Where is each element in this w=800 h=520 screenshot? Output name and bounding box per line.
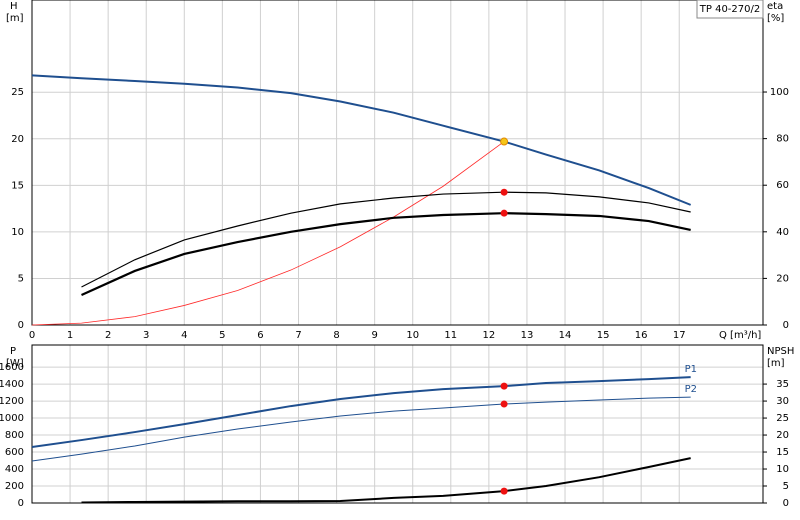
y2-tick-label: 35 [776, 379, 789, 390]
x-tick-label: 3 [143, 330, 149, 341]
chart-title: TP 40-270/2 [699, 4, 760, 15]
y-tick-label: 1000 [0, 413, 24, 424]
y-tick-label: 1600 [0, 362, 24, 373]
y-tick-label: 800 [5, 430, 24, 441]
plot-area [32, 0, 763, 325]
y2-axis-label: eta [767, 1, 783, 12]
x-tick-label: 8 [333, 330, 339, 341]
y-axis-unit: [m] [6, 13, 24, 24]
x-tick-label: 10 [406, 330, 419, 341]
y-tick-label: 600 [5, 447, 24, 458]
curve [81, 212, 691, 296]
x-tick-label: 5 [219, 330, 225, 341]
y-tick-label: 20 [11, 134, 24, 145]
x-tick-label: 0 [29, 330, 35, 341]
y-tick-label: 0 [18, 320, 24, 331]
y-axis-label: P [10, 346, 16, 357]
y2-tick-label: 25 [776, 413, 789, 424]
x-tick-label: 1 [67, 330, 73, 341]
curve [31, 141, 505, 326]
x-tick-label: 17 [673, 330, 686, 341]
y-tick-label: 1200 [0, 396, 24, 407]
y2-axis-unit: [m] [767, 358, 785, 369]
curve [81, 457, 691, 504]
x-tick-label: 13 [521, 330, 534, 341]
x-tick-label: 15 [597, 330, 610, 341]
plot-area [32, 345, 763, 503]
operating-point [500, 188, 508, 196]
y-tick-label: 15 [11, 180, 24, 191]
curve [81, 191, 691, 288]
y-tick-label: 200 [5, 481, 24, 492]
y-tick-label: 5 [18, 273, 24, 284]
y-tick-label: 0 [18, 498, 24, 509]
x-tick-label: 7 [295, 330, 301, 341]
y-tick-label: 10 [11, 227, 24, 238]
y2-tick-label: 40 [776, 227, 789, 238]
plot-frame [31, 344, 764, 504]
operating-point [500, 487, 508, 495]
x-tick-label: 14 [559, 330, 572, 341]
y2-tick-label: 0 [783, 320, 789, 331]
y-axis-label: H [10, 1, 18, 12]
x-tick-label: 12 [483, 330, 496, 341]
x-tick-label: 6 [257, 330, 263, 341]
x-tick-label: 9 [371, 330, 377, 341]
x-tick-label: 11 [444, 330, 457, 341]
operating-point [500, 209, 508, 217]
title-box [696, 0, 764, 19]
y-axis-unit: [W] [6, 358, 24, 369]
y2-tick-label: 10 [776, 464, 789, 475]
y2-axis-label: NPSH [767, 346, 794, 357]
curve [31, 376, 691, 449]
y2-tick-label: 60 [776, 180, 789, 191]
y2-tick-label: 15 [776, 447, 789, 458]
y2-tick-label: 100 [770, 87, 789, 98]
y2-tick-label: 80 [776, 134, 789, 145]
operating-point [500, 382, 508, 390]
curve-label: P1 [685, 364, 697, 375]
y2-tick-label: 20 [776, 430, 789, 441]
curve [31, 396, 691, 462]
x-tick-label: 2 [105, 330, 111, 341]
plot-frame [31, 0, 764, 326]
y2-tick-label: 30 [776, 396, 789, 407]
x-tick-label: 16 [635, 330, 648, 341]
y2-tick-label: 0 [783, 498, 789, 509]
curve-label: P2 [685, 384, 697, 395]
y2-tick-label: 5 [783, 481, 789, 492]
y-tick-label: 1400 [0, 379, 24, 390]
operating-point [500, 400, 508, 408]
x-tick-label: 4 [181, 330, 187, 341]
y2-tick-label: 20 [776, 273, 789, 284]
curve [31, 74, 692, 206]
operating-point [500, 137, 509, 146]
y2-axis-unit: [%] [767, 13, 784, 24]
y-tick-label: 400 [5, 464, 24, 475]
x-axis-label: Q [m³/h] [719, 330, 761, 341]
y-tick-label: 25 [11, 87, 24, 98]
